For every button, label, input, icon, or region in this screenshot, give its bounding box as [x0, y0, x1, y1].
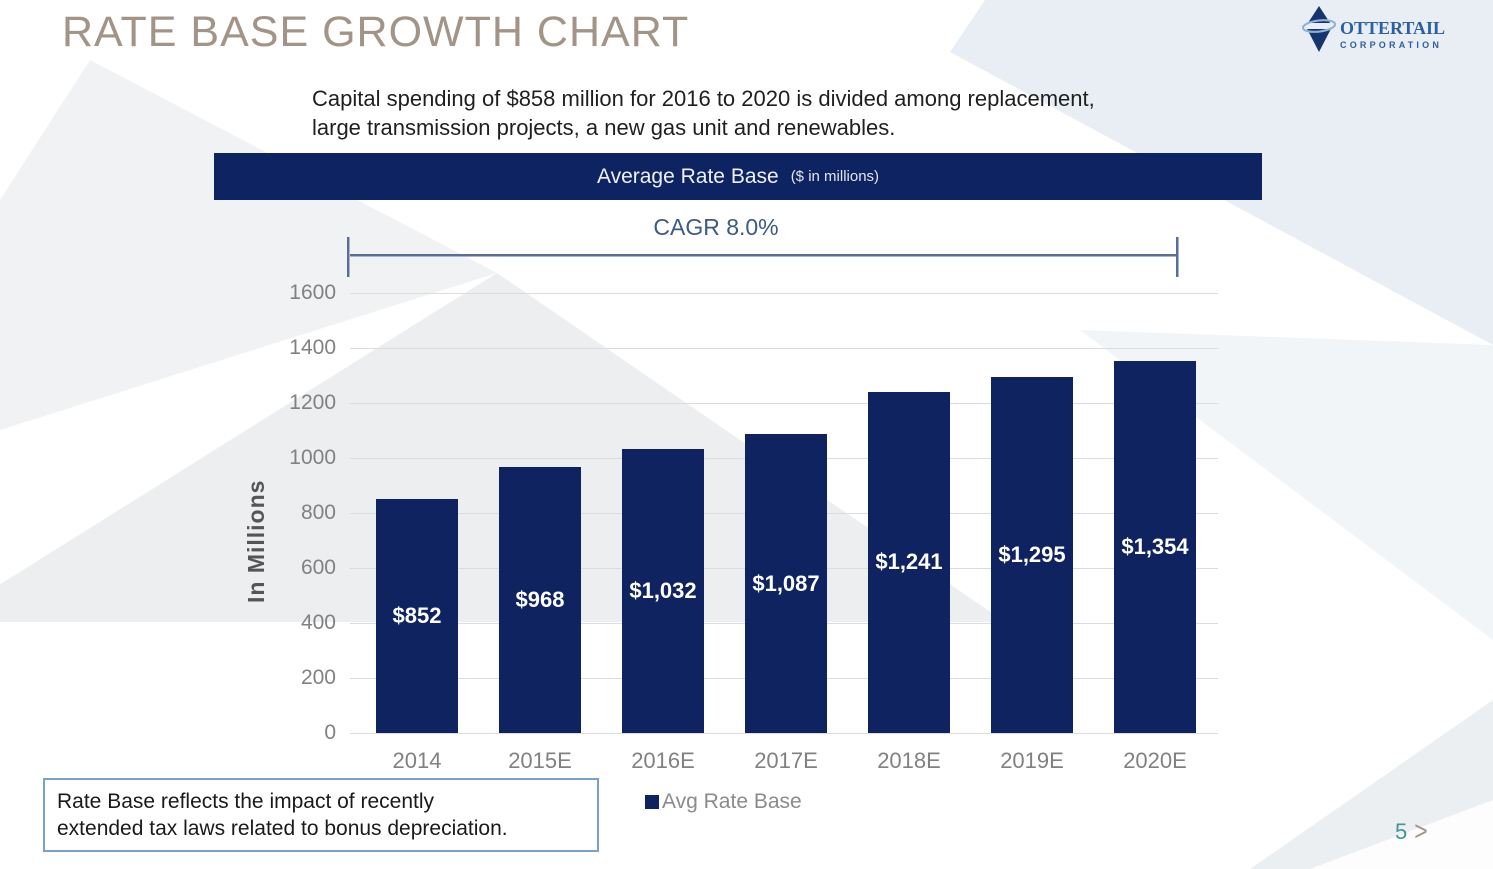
bar-value-label: $852	[392, 602, 442, 628]
chart-title: Average Rate Base	[596, 164, 779, 188]
y-axis-title: In Millions	[243, 479, 269, 604]
page-navigation: 5 >	[1395, 815, 1428, 846]
bar-value-label: $968	[515, 586, 565, 612]
footnote-line-1: Rate Base reflects the impact of recentl…	[57, 790, 435, 813]
y-tick-label: 800	[300, 501, 336, 524]
bar-value-label: $1,032	[629, 578, 697, 604]
legend-label: Avg Rate Base	[662, 790, 802, 813]
x-tick-label: 2020E	[1123, 748, 1187, 773]
y-tick-label: 600	[300, 556, 336, 579]
y-tick-label: 1000	[289, 446, 336, 469]
y-tick-label: 200	[300, 666, 336, 689]
logo-name: OtterTail	[1340, 12, 1446, 40]
footnote-line-2: extended tax laws related to bonus depre…	[57, 817, 508, 840]
page-title: RATE BASE GROWTH CHART	[62, 8, 690, 56]
cagr-bracket-right-tick	[1176, 237, 1179, 277]
x-tick-label: 2018E	[877, 748, 941, 773]
gridline	[350, 403, 1218, 404]
bar: $1,295	[991, 376, 1073, 733]
bar: $1,241	[868, 391, 950, 733]
x-tick-label: 2016E	[631, 748, 695, 773]
bar-value-label: $1,241	[875, 549, 943, 575]
cagr-annotation: CAGR 8.0%	[653, 214, 779, 240]
cagr-bracket-left-tick	[347, 237, 350, 277]
chart-legend: Avg Rate Base	[645, 790, 802, 814]
y-tick-label: 0	[324, 721, 336, 744]
y-tick-label: 400	[300, 611, 336, 634]
page-number: 5	[1395, 818, 1408, 844]
x-tick-label: 2014	[392, 748, 442, 773]
x-tick-label: 2017E	[754, 748, 818, 773]
legend-swatch-icon	[645, 795, 659, 809]
gridline	[350, 293, 1218, 294]
y-tick-label: 1400	[289, 336, 336, 359]
company-logo: OtterTail CORPORATION	[1301, 4, 1445, 59]
bar: $1,087	[745, 434, 827, 733]
bar-value-label: $1,087	[752, 570, 820, 596]
cagr-bracket-line	[348, 254, 1178, 257]
footnote-box: Rate Base reflects the impact of recentl…	[43, 778, 599, 852]
bar: $968	[499, 466, 581, 733]
slide-subtitle: Capital spending of $858 million for 201…	[312, 84, 1095, 142]
y-tick-label: 1200	[289, 391, 336, 414]
gridline	[350, 348, 1218, 349]
ottertail-diamond-icon	[1301, 4, 1337, 59]
logo-text: OtterTail CORPORATION	[1340, 14, 1445, 50]
gridline	[350, 733, 1218, 734]
x-tick-label: 2015E	[508, 748, 572, 773]
subtitle-line-2: large transmission projects, a new gas u…	[312, 115, 896, 140]
bar: $1,032	[622, 449, 704, 733]
chart-units: ($ in millions)	[790, 168, 880, 185]
subtitle-line-1: Capital spending of $858 million for 201…	[312, 86, 1095, 111]
bar: $1,354	[1114, 360, 1196, 733]
chart-title-banner: Average Rate Base ($ in millions)	[214, 153, 1262, 200]
bar-value-label: $1,295	[998, 541, 1066, 567]
y-tick-label: 1600	[289, 281, 336, 304]
bar: $852	[376, 498, 458, 733]
logo-subline: CORPORATION	[1340, 39, 1443, 50]
next-page-chevron-icon[interactable]: >	[1414, 815, 1428, 846]
x-tick-label: 2019E	[1000, 748, 1064, 773]
bar-value-label: $1,354	[1121, 533, 1189, 559]
